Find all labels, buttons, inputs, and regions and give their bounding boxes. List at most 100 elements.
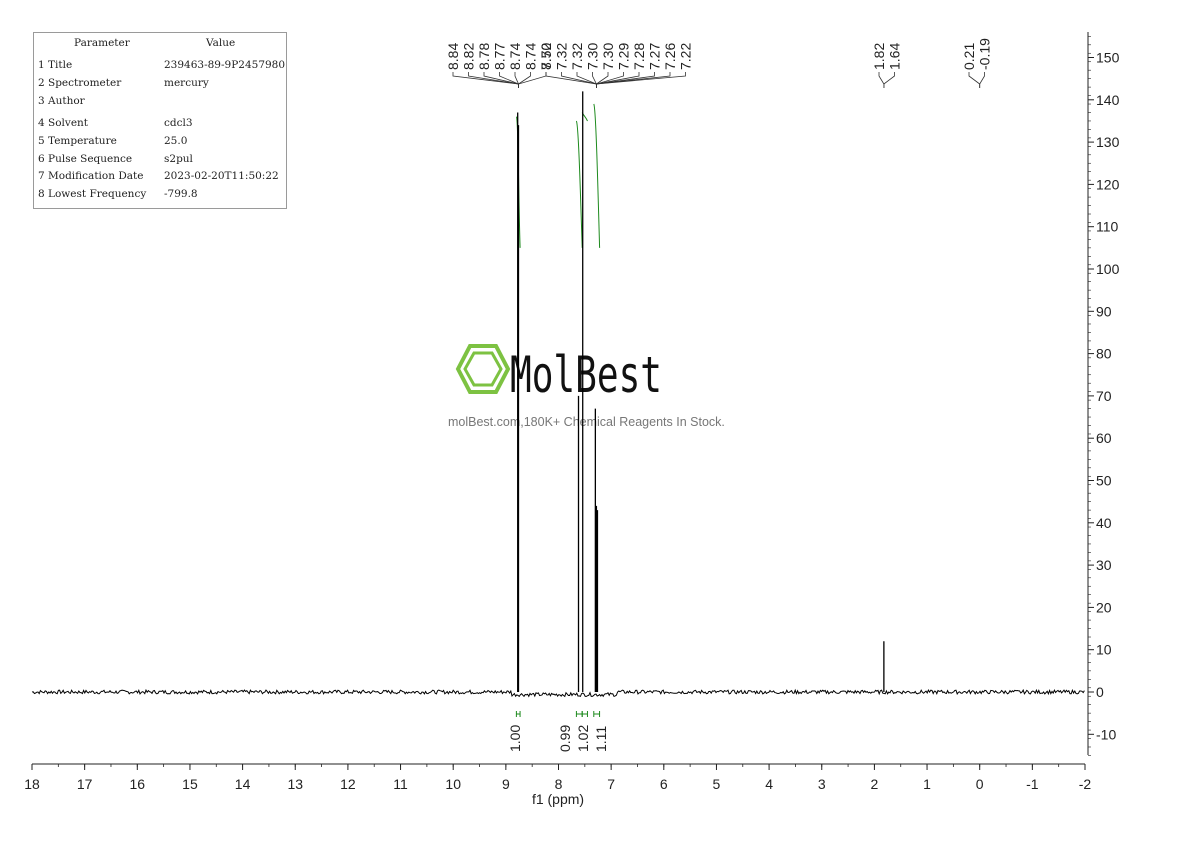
integral-curve: [593, 103, 601, 248]
peak-label: 7.27: [647, 43, 663, 70]
integral-curve: [575, 120, 583, 248]
peak-label-connector: [483, 72, 519, 88]
peak-label-connector: [596, 72, 671, 88]
watermark-brand: MolBest: [510, 346, 662, 404]
y-tick-label: -10: [1096, 726, 1116, 742]
y-tick-label: 30: [1096, 557, 1112, 573]
peak-label: 8.74: [507, 43, 523, 70]
parameter-row: 8 Lowest Frequency -799.8: [38, 188, 198, 200]
peak-label-connector: [592, 72, 597, 88]
integral-value: 0.99: [557, 725, 573, 752]
y-tick-label: 150: [1096, 50, 1120, 66]
peak-label-connector: [545, 72, 597, 88]
peak-label-connector: [979, 72, 985, 88]
spectrum-baseline: [31, 688, 1085, 698]
y-tick-label: 110: [1096, 219, 1119, 235]
y-tick-label: 90: [1096, 303, 1112, 319]
parameter-row: 3 Author: [38, 95, 85, 107]
peak-label-connector: [596, 72, 609, 88]
y-tick-label: 40: [1096, 515, 1112, 531]
x-tick-label: 15: [182, 776, 198, 792]
peak-label: 7.28: [631, 43, 647, 70]
parameter-row: 2 Spectrometer mercury: [38, 77, 209, 89]
y-tick-label: 20: [1096, 599, 1112, 615]
x-tick-label: 4: [765, 776, 773, 792]
x-tick-label: 10: [445, 776, 461, 792]
parameter-row: 1 Title 239463-89-9P2457980: [38, 59, 286, 71]
x-tick-label: 12: [340, 776, 356, 792]
parameter-table: Parameter Value 1 Title 239463-89-9P24579…: [33, 32, 287, 209]
spectrum: [31, 91, 1085, 698]
y-tick-label: 80: [1096, 346, 1112, 362]
integral-value: 1.02: [575, 725, 591, 752]
integral-value: 1.11: [593, 726, 609, 752]
y-tick-label: 100: [1096, 261, 1120, 277]
parameter-row: 5 Temperature 25.0: [38, 135, 188, 147]
x-tick-label: 3: [818, 776, 826, 792]
peak-label-connector: [561, 72, 597, 88]
x-tick-label: 7: [607, 776, 615, 792]
peak-label: 7.26: [662, 43, 678, 70]
peak-label-connector: [596, 72, 655, 88]
y-tick-label: 130: [1096, 134, 1120, 150]
value-header: Value: [206, 37, 236, 49]
peak-label-connector: [514, 72, 519, 88]
peak-label: 8.78: [476, 43, 492, 70]
peak-label: 8.77: [492, 43, 508, 70]
peak-label-connector: [883, 72, 895, 88]
peak-label: 7.29: [616, 43, 632, 70]
peak-label: 1.64: [887, 43, 903, 70]
y-tick-label: 50: [1096, 473, 1112, 489]
peak-label-connector: [518, 72, 547, 88]
peak-label: 7.22: [678, 43, 694, 70]
peak-label: -0.19: [977, 38, 993, 70]
y-tick-label: 140: [1096, 92, 1120, 108]
x-tick-label: 18: [24, 776, 40, 792]
y-tick-label: 70: [1096, 388, 1112, 404]
benzene-logo-icon: [455, 344, 511, 394]
peak-label-connector: [596, 72, 686, 88]
x-axis-label: f1 (ppm): [532, 791, 584, 807]
parameter-row: 7 Modification Date 2023-02-20T11:50:22: [38, 170, 279, 182]
peak-label: 7.50: [538, 43, 554, 70]
parameter-header: Parameter: [74, 37, 130, 49]
axes: 18 17 16 15 14 13 12 11 10 9 8 7 6 5 4 3 2 1 0 -1 -215014013…: [24, 32, 1120, 792]
peak-label: 7.32: [569, 43, 585, 70]
parameter-row: 4 Solvent cdcl3: [38, 117, 193, 129]
peak-labels: 8.84 8.82 8.78 8.77 8.74 8.74 8.727.50 7.32 7.32…: [445, 38, 993, 88]
x-tick-label: 11: [393, 776, 408, 792]
x-tick-label: 6: [660, 776, 668, 792]
peak-label-connector: [468, 72, 519, 88]
integrals: 1.00 0.99 1.02 1.11: [507, 103, 609, 752]
x-tick-label: 16: [130, 776, 146, 792]
x-tick-label: 9: [502, 776, 510, 792]
y-tick-label: 10: [1096, 642, 1112, 658]
peak-label-connector: [878, 72, 885, 88]
x-tick-label: 0: [976, 776, 984, 792]
x-tick-label: 8: [555, 776, 563, 792]
x-tick-label: -2: [1079, 776, 1092, 792]
peak-label: 7.30: [585, 43, 601, 70]
watermark: MolBest molBest.com,180K+ Chemical Reage…: [448, 344, 725, 429]
peak-label: 8.84: [445, 43, 461, 70]
x-tick-label: 14: [235, 776, 251, 792]
y-tick-label: 60: [1096, 430, 1112, 446]
peak-label: 8.82: [461, 43, 477, 70]
x-tick-label: 17: [77, 776, 93, 792]
integral-value: 1.00: [507, 725, 523, 752]
peak-label-connector: [518, 72, 531, 88]
peak-label: 0.21: [961, 43, 977, 70]
x-tick-label: -1: [1026, 776, 1039, 792]
watermark-tagline: molBest.com,180K+ Chemical Reagents In S…: [448, 415, 725, 429]
peak-label: 1.82: [871, 43, 887, 70]
parameter-row: 6 Pulse Sequence s2pul: [38, 153, 193, 165]
peak-label: 8.74: [523, 43, 539, 70]
x-tick-label: 2: [871, 776, 879, 792]
peak-label: 7.32: [554, 43, 570, 70]
peak-label-connector: [968, 72, 981, 88]
peak-label: 8.72: [538, 43, 554, 70]
y-tick-label: 120: [1096, 176, 1120, 192]
y-tick-label: 0: [1096, 684, 1104, 700]
x-tick-label: 1: [923, 776, 931, 792]
